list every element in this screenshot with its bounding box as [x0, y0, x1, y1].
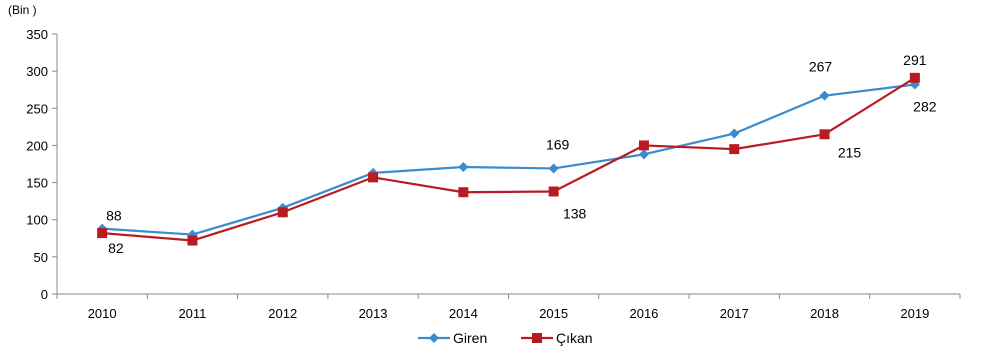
data-point: [458, 187, 469, 198]
data-point: [638, 140, 649, 151]
y-tick-label: 100: [26, 213, 48, 228]
series-line-giren: [102, 83, 915, 236]
x-tick-label: 2017: [720, 306, 749, 321]
data-point: [729, 128, 740, 139]
x-tick-label: 2015: [539, 306, 568, 321]
data-point: [548, 163, 559, 174]
data-point: [187, 235, 198, 246]
data-point: [458, 161, 469, 172]
data-point: [909, 72, 920, 83]
y-tick-label: 250: [26, 101, 48, 116]
data-point: [277, 207, 288, 218]
y-tick-label: 50: [34, 250, 48, 265]
x-axis-ticks: 2010 2011 2012 2013 2014 2015 2016 2017 2018 2019: [56, 294, 961, 321]
x-tick-label: 2019: [900, 306, 929, 321]
data-label: 169: [546, 136, 570, 152]
x-tick-label: 2014: [449, 306, 478, 321]
data-label: 88: [106, 208, 122, 224]
data-point: [548, 186, 559, 197]
legend-marker: [532, 333, 542, 343]
legend: Giren Çıkan: [418, 330, 593, 346]
legend-marker: [429, 333, 439, 343]
series-markers: [97, 72, 920, 246]
x-tick-label: 2012: [268, 306, 297, 321]
data-label: 215: [838, 144, 862, 160]
y-unit-label: (Bin ): [8, 3, 37, 17]
legend-label: Giren: [453, 330, 487, 346]
data-label: 282: [913, 99, 937, 115]
data-point: [97, 228, 108, 239]
series-lines: [102, 76, 916, 242]
x-tick-label: 2010: [88, 306, 117, 321]
data-label: 267: [809, 59, 833, 75]
data-point: [819, 129, 830, 140]
y-tick-label: 150: [26, 176, 48, 191]
data-point: [368, 172, 379, 183]
data-point: [819, 90, 830, 101]
data-label: 291: [903, 52, 927, 68]
y-tick-label: 300: [26, 64, 48, 79]
data-label: 138: [563, 205, 587, 221]
y-tick-label: 200: [26, 138, 48, 153]
data-labels: 88 82 169 138 267 215 291 282: [106, 52, 937, 256]
y-tick-label: 0: [41, 287, 48, 302]
data-label: 82: [108, 240, 124, 256]
x-tick-label: 2018: [810, 306, 839, 321]
x-tick-label: 2013: [359, 306, 388, 321]
data-point: [638, 149, 649, 160]
x-tick-label: 2011: [178, 306, 206, 321]
data-point: [729, 144, 740, 155]
y-axis-ticks: 0 50 100 150 200 250 300 350: [26, 27, 57, 302]
series-line-çıkan: [102, 76, 916, 242]
legend-label: Çıkan: [556, 330, 593, 346]
y-tick-label: 350: [26, 27, 48, 42]
x-tick-label: 2016: [629, 306, 658, 321]
